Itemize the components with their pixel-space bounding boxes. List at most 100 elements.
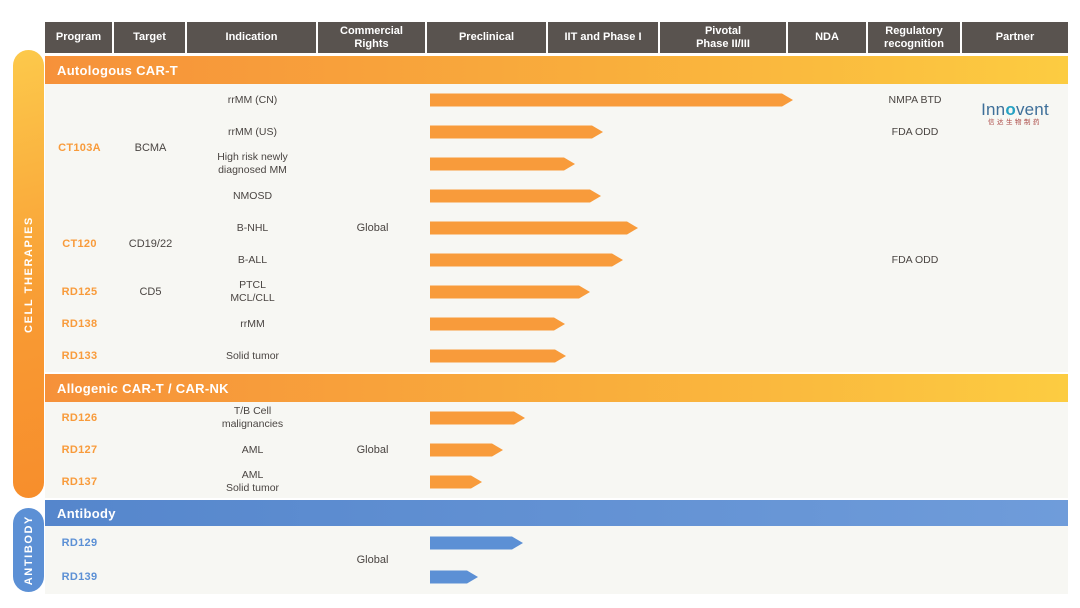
pipeline-row-cells: rrMM — [45, 308, 1068, 340]
pipeline-row: PTCL MCL/CLL — [45, 276, 1068, 308]
program-label: RD125 — [61, 286, 98, 298]
header-cell-pivotal-phase-ii-iii: Pivotal Phase II/III — [660, 22, 786, 53]
phase-lane — [427, 340, 1068, 372]
regulatory-recognition-text: FDA ODD — [891, 254, 939, 266]
pipeline-progress-arrow — [430, 286, 590, 299]
pipeline-row: rrMM (US) FDA ODD — [45, 116, 1068, 148]
pipeline-row-cells: rrMM (CN) NMPA BTD — [45, 84, 1068, 116]
regulatory-recognition-text: FDA ODD — [891, 126, 939, 138]
pipeline-progress-arrow — [430, 350, 566, 363]
header-cell-regulatory-recognition: Regulatory recognition — [868, 22, 960, 53]
program-group-rd129: RD129 — [45, 526, 1068, 560]
pipeline-progress-arrow — [430, 412, 525, 425]
indication-cell: AML — [241, 443, 264, 456]
program-label: RD133 — [61, 350, 98, 362]
partner-logo-chinese-text: 信达生物制药 — [988, 119, 1042, 126]
pipeline-row: AML Global — [45, 434, 1068, 466]
section-autologous-car-t: Autologous CAR-T rrMM (CN) NMPA BTD rrMM (U… — [45, 56, 1068, 372]
pipeline-progress-arrow — [430, 94, 793, 107]
commercial-rights-cell: Global — [356, 222, 389, 234]
phase-lane — [427, 308, 1068, 340]
program-label: CT120 — [62, 238, 97, 250]
program-group-rd133: Solid tumor RD133 — [45, 340, 1068, 372]
section-band-allogenic-car-t-car-nk: Allogenic CAR-T / CAR-NK — [45, 374, 1068, 402]
pipeline-row: rrMM — [45, 308, 1068, 340]
pipeline-progress-arrow — [430, 190, 601, 203]
pipeline-row — [45, 560, 1068, 594]
header-cell-commercial-rights: Commercial Rights — [318, 22, 425, 53]
program-group-rd138: rrMM RD138 — [45, 308, 1068, 340]
program-label: RD138 — [61, 318, 98, 330]
indication-cell: rrMM (CN) — [227, 93, 278, 106]
header-cell-iit-and-phase-i: IIT and Phase I — [548, 22, 658, 53]
section-rows-autologous-car-t: rrMM (CN) NMPA BTD rrMM (US) FDA ODD High ri… — [45, 84, 1068, 372]
sidebar-label-antibody: ANTIBODY — [22, 514, 35, 586]
header-cell-nda: NDA — [788, 22, 866, 53]
header-cell-preclinical: Preclinical — [427, 22, 546, 53]
regulatory-recognition-text: NMPA BTD — [888, 94, 942, 106]
section-band-autologous-car-t: Autologous CAR-T — [45, 56, 1068, 84]
section-rows-antibody: Global RD129 RD139 — [45, 526, 1068, 594]
program-group-rd137: AML Solid tumor RD137 — [45, 466, 1068, 498]
pipeline-row: B-NHL Global — [45, 212, 1068, 244]
pipeline-table: Program Target Indication Commercial Rights… — [45, 22, 1068, 594]
sidebar-label-cell-therapies: CELL THERAPIES — [22, 215, 35, 333]
target-label: CD5 — [139, 286, 162, 298]
pipeline-row-cells: Solid tumor — [45, 340, 1068, 372]
program-group-ct120: B-NHL Global B-ALL FDA ODD CT120 CD19/22 — [45, 212, 1068, 276]
phase-lane: FDA ODD — [427, 116, 1068, 148]
pipeline-row-cells: rrMM (US) FDA ODD — [45, 116, 1068, 148]
pipeline-progress-arrow — [430, 571, 478, 584]
phase-lane — [427, 526, 1068, 560]
phase-lane — [427, 276, 1068, 308]
indication-cell: rrMM (US) — [228, 125, 277, 138]
pipeline-progress-arrow — [430, 126, 603, 139]
pipeline-row: NMOSD — [45, 180, 1068, 212]
section-antibody: Antibody Global RD129 RD139 — [45, 500, 1068, 594]
pipeline-row-cells — [45, 526, 1068, 560]
pipeline-progress-arrow — [430, 444, 503, 457]
pipeline-row-cells: T/B Cell malignancies — [45, 402, 1068, 434]
pipeline-progress-arrow — [430, 254, 623, 267]
program-label: RD127 — [61, 444, 98, 456]
phase-lane — [427, 180, 1068, 212]
indication-cell: High risk newly diagnosed MM — [217, 151, 288, 176]
sidebar-pill-antibody: ANTIBODY — [13, 508, 44, 592]
target-label: CD19/22 — [128, 238, 173, 250]
section-rows-allogenic-car-t-car-nk: T/B Cell malignancies RD126 AML Global RD127… — [45, 402, 1068, 498]
indication-cell: B-ALL — [237, 253, 268, 266]
phase-lane — [427, 560, 1068, 594]
pipeline-row-cells: AML Global — [45, 434, 1068, 466]
program-group-rd139: RD139 — [45, 560, 1068, 594]
section-allogenic-car-t-car-nk: Allogenic CAR-T / CAR-NK T/B Cell maligna… — [45, 374, 1068, 498]
phase-lane — [427, 466, 1068, 498]
pipeline-progress-arrow — [430, 222, 638, 235]
program-label: CT103A — [58, 142, 101, 154]
pipeline-row: AML Solid tumor — [45, 466, 1068, 498]
pipeline-row: T/B Cell malignancies — [45, 402, 1068, 434]
pipeline-row-cells: NMOSD — [45, 180, 1068, 212]
pipeline-row-cells: B-NHL Global — [45, 212, 1068, 244]
program-label: RD139 — [61, 571, 98, 583]
header-cell-program: Program — [45, 22, 112, 53]
header-row: Program Target Indication Commercial Rights… — [45, 22, 1068, 53]
pipeline-row: B-ALL FDA ODD — [45, 244, 1068, 276]
indication-cell: PTCL MCL/CLL — [230, 279, 275, 304]
phase-lane — [427, 402, 1068, 434]
pipeline-row — [45, 526, 1068, 560]
header-cell-partner: Partner — [962, 22, 1068, 53]
pipeline-sections: Autologous CAR-T rrMM (CN) NMPA BTD rrMM (U… — [45, 56, 1068, 594]
section-band-antibody: Antibody — [45, 500, 1068, 526]
phase-lane — [427, 148, 1068, 180]
phase-lane: NMPA BTD — [427, 84, 1068, 116]
commercial-rights-cell: Global — [356, 444, 389, 456]
pipeline-row-cells — [45, 560, 1068, 594]
pipeline-progress-arrow — [430, 537, 523, 550]
indication-cell: T/B Cell malignancies — [221, 405, 284, 430]
pipeline-row-cells: PTCL MCL/CLL — [45, 276, 1068, 308]
indication-cell: AML Solid tumor — [225, 469, 280, 494]
phase-lane: FDA ODD — [427, 244, 1068, 276]
header-cell-target: Target — [114, 22, 185, 53]
pipeline-row: High risk newly diagnosed MM — [45, 148, 1068, 180]
